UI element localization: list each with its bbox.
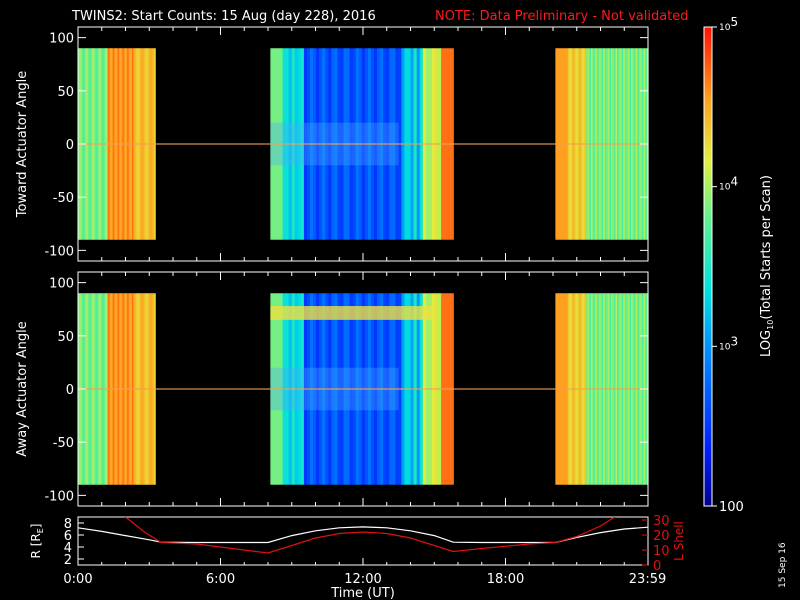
x-tick-label: 6:00 xyxy=(206,572,235,587)
away-angle-panel: 100 50 0 -50 -100 Away Actuator Angle xyxy=(15,271,649,507)
y-axis-label: Toward Actuator Angle xyxy=(15,71,30,218)
colorbar-tick-label: 104 xyxy=(719,175,738,193)
colorbar-gradient xyxy=(703,26,713,507)
y-tick-label: 50 xyxy=(57,85,74,100)
x-tick-label: 18:00 xyxy=(487,572,524,587)
y-tick-label: 100 xyxy=(49,32,74,47)
right-tick-label: 0 xyxy=(653,559,661,574)
preliminary-note: NOTE: Data Preliminary - Not validated xyxy=(435,9,689,24)
y-tick-label: 0 xyxy=(66,383,74,398)
left-tick-label: 6 xyxy=(64,529,72,544)
footer-date: 15 Sep 16 xyxy=(778,542,788,588)
y-tick-label: -100 xyxy=(44,244,74,259)
orbit-frame xyxy=(77,516,649,566)
left-tick-label: 4 xyxy=(64,541,72,556)
colorbar-label: LOG10(Total Starts per Scan) xyxy=(759,175,775,357)
colorbar-tick-label: 100 xyxy=(719,500,744,515)
y-tick-label: 50 xyxy=(57,330,74,345)
upper-band xyxy=(270,306,435,320)
right-tick-label: 20 xyxy=(653,529,670,544)
colorbar: 105 104 103 100 LOG10(Total Starts per Scan) xyxy=(703,15,775,515)
left-tick-label: 2 xyxy=(64,553,72,568)
y-tick-label: 100 xyxy=(49,277,74,292)
right-tick-label: 10 xyxy=(653,544,670,559)
left-tick-label: 8 xyxy=(64,517,72,532)
l-shell-line xyxy=(125,517,616,554)
x-axis-label: Time (UT) xyxy=(330,586,395,600)
l-shell-axis-label: L Shell xyxy=(672,521,686,561)
colorbar-tick-label: 103 xyxy=(719,334,738,352)
toward-angle-panel: 100 50 0 -50 -100 Toward Actuator Angle xyxy=(15,26,649,262)
y-tick-label: 0 xyxy=(66,138,74,153)
y-axis-label: Away Actuator Angle xyxy=(15,321,30,456)
plot-title: TWINS2: Start Counts: 15 Aug (day 228), … xyxy=(71,9,376,24)
radius-axis-label: R [RE] xyxy=(29,524,45,559)
y-tick-label: -50 xyxy=(53,191,74,206)
right-tick-label: 30 xyxy=(653,514,670,529)
y-tick-label: -100 xyxy=(44,489,74,504)
x-tick-label: 12:00 xyxy=(344,572,381,587)
x-tick-label: 23:59 xyxy=(629,572,666,587)
y-tick-label: -50 xyxy=(53,436,74,451)
colorbar-tick-label: 105 xyxy=(719,15,738,33)
x-tick-label: 0:00 xyxy=(63,572,92,587)
